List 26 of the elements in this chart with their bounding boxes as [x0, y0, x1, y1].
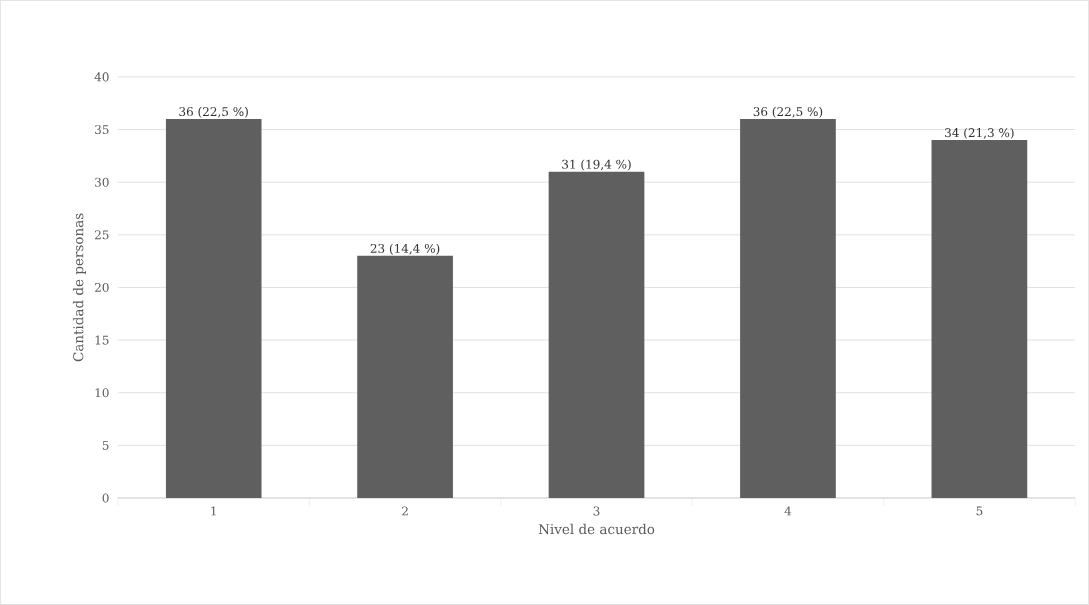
y-tick-label: 15	[95, 335, 109, 345]
x-tick-label: 2	[402, 506, 408, 516]
x-tick-label: 3	[593, 506, 600, 516]
y-tick-label: 35	[95, 125, 109, 135]
x-tick-label: 1	[211, 506, 216, 516]
data-label: 23 (14,4 %)	[370, 243, 440, 255]
data-label: 34 (21,3 %)	[945, 127, 1014, 139]
bar	[357, 255, 453, 499]
bar	[165, 119, 262, 499]
y-axis-title: Cantidad de personas	[72, 213, 86, 362]
bar	[740, 119, 836, 499]
y-tick-label: 20	[95, 282, 109, 293]
data-label: 36 (22,5 %)	[753, 106, 823, 118]
y-tick-label: 25	[95, 230, 109, 240]
y-tick-label: 5	[102, 440, 109, 450]
bar	[548, 171, 645, 499]
x-axis-title: Nivel de acuerdo	[538, 523, 655, 535]
data-label: 36 (22,5 %)	[179, 106, 248, 118]
x-tick-label: 4	[784, 506, 792, 516]
y-tick-label: 40	[94, 72, 109, 82]
x-tick-label: 5	[976, 506, 983, 516]
data-label: 31 (19,4 %)	[562, 159, 631, 171]
bar	[931, 140, 1028, 499]
y-tick-label: 30	[95, 177, 109, 187]
y-tick-label: 0	[102, 493, 109, 503]
y-tick-label: 10	[95, 388, 109, 398]
